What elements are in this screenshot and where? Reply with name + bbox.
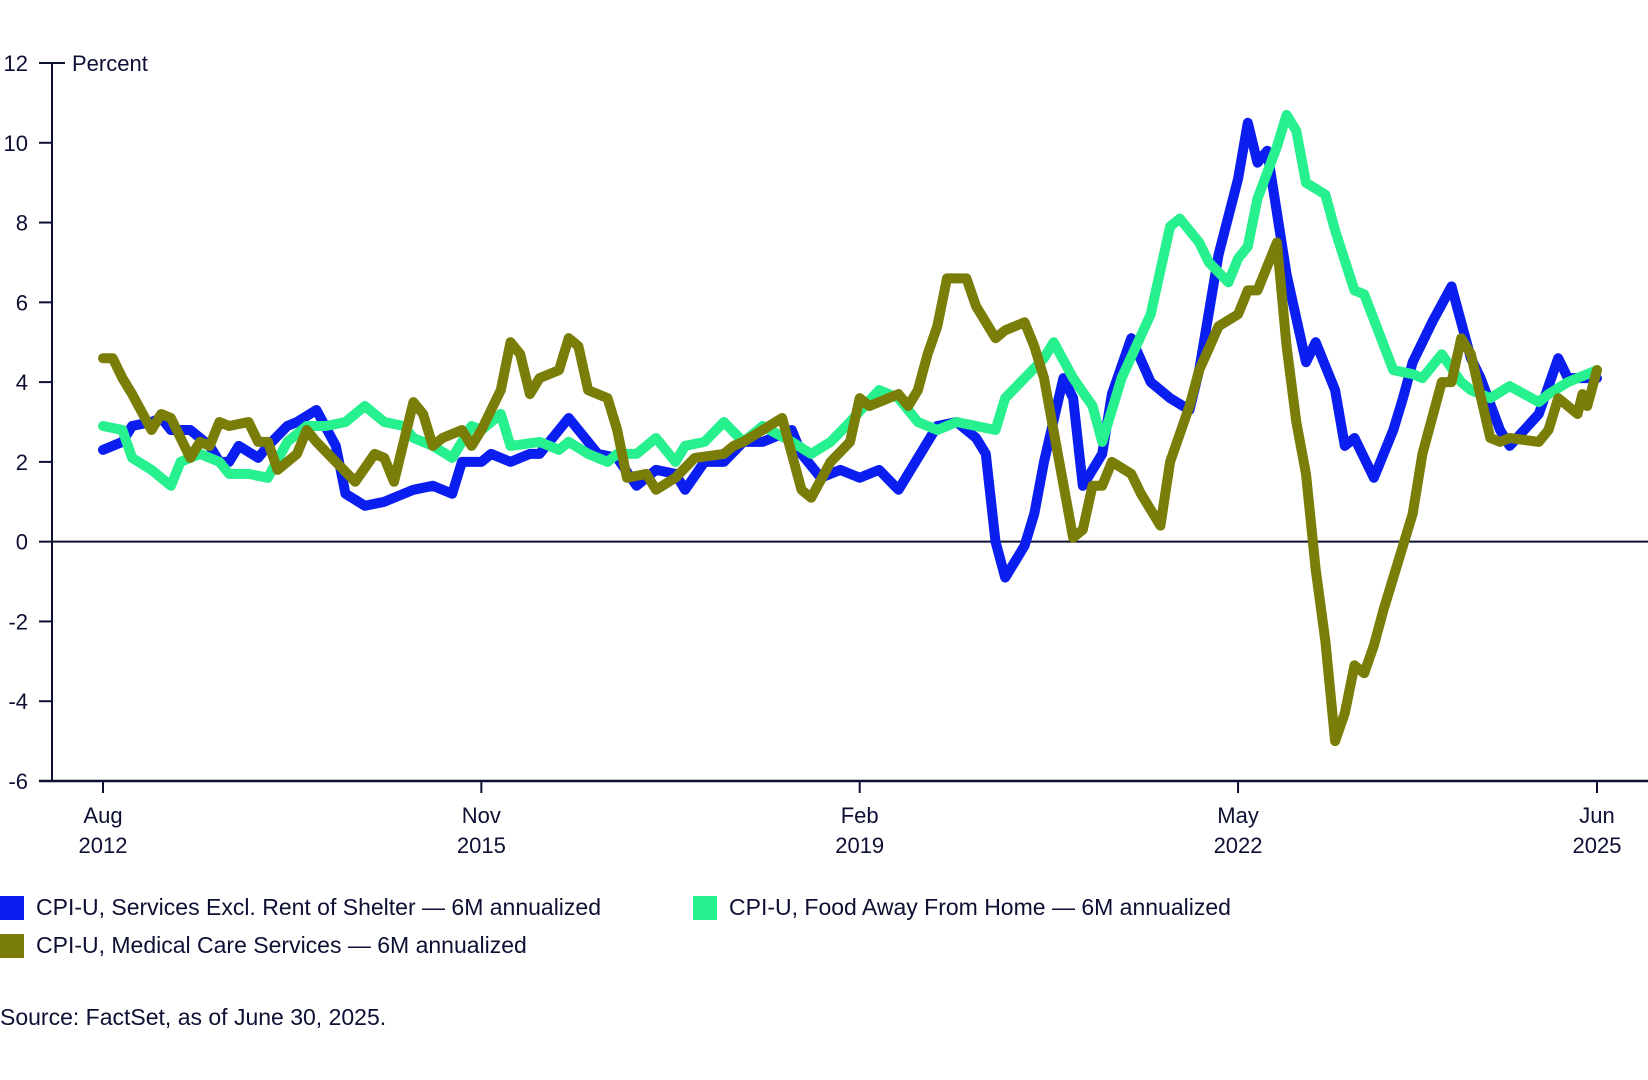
y-tick-label: -2: [8, 609, 28, 634]
y-tick-label: 0: [16, 530, 28, 555]
x-tick-label-year: 2022: [1214, 833, 1263, 858]
y-tick-label: 4: [16, 370, 28, 395]
legend-item-food: CPI-U, Food Away From Home — 6M annualiz…: [693, 894, 1231, 921]
y-tick-label: 8: [16, 211, 28, 236]
x-tick-label-year: 2015: [457, 833, 506, 858]
x-tick-label-year: 2019: [835, 833, 884, 858]
y-tick-label: -4: [8, 689, 28, 714]
legend-label-services: CPI-U, Services Excl. Rent of Shelter — …: [36, 894, 602, 920]
series-food-away-from-home: [98, 109, 1602, 491]
y-axis: 12 10 8 6 4 2 0 -2 -4 -6: [4, 51, 65, 794]
legend-item-medical: CPI-U, Medical Care Services — 6M annual…: [0, 932, 527, 959]
y-tick-label: -6: [8, 769, 28, 794]
x-tick-label-month: Nov: [462, 803, 501, 828]
x-tick-label-year: 2025: [1573, 833, 1622, 858]
x-tick-label-month: Feb: [841, 803, 879, 828]
y-axis-label: Percent: [72, 51, 148, 76]
y-tick-label: 10: [4, 131, 28, 156]
legend-swatch-services: [0, 895, 24, 920]
y-tick-label: 12: [4, 51, 28, 76]
source-note: Source: FactSet, as of June 30, 2025.: [0, 1004, 387, 1030]
line-chart: 12 10 8 6 4 2 0 -2 -4 -6 Aug 2012 Nov 2015 Feb 2019 May…: [4, 51, 1648, 858]
x-tick-label-month: Jun: [1579, 803, 1614, 828]
legend-swatch-medical: [0, 933, 24, 958]
x-tick-label-year: 2012: [79, 833, 128, 858]
x-axis: Aug 2012 Nov 2015 Feb 2019 May 2022 Jun 2025: [39, 540, 1648, 858]
series-layer: [98, 109, 1602, 747]
x-tick-label-month: Aug: [83, 803, 122, 828]
legend-label-medical: CPI-U, Medical Care Services — 6M annual…: [36, 932, 527, 958]
series-medical-care-services: [98, 237, 1602, 747]
series-services-excl-shelter: [98, 117, 1602, 583]
y-tick-label: 2: [16, 450, 28, 475]
x-tick-label-month: May: [1217, 803, 1259, 828]
legend-label-food: CPI-U, Food Away From Home — 6M annualiz…: [729, 894, 1231, 920]
legend-item-services: CPI-U, Services Excl. Rent of Shelter — …: [0, 894, 601, 921]
legend-swatch-food: [693, 895, 717, 920]
y-tick-label: 6: [16, 290, 28, 315]
